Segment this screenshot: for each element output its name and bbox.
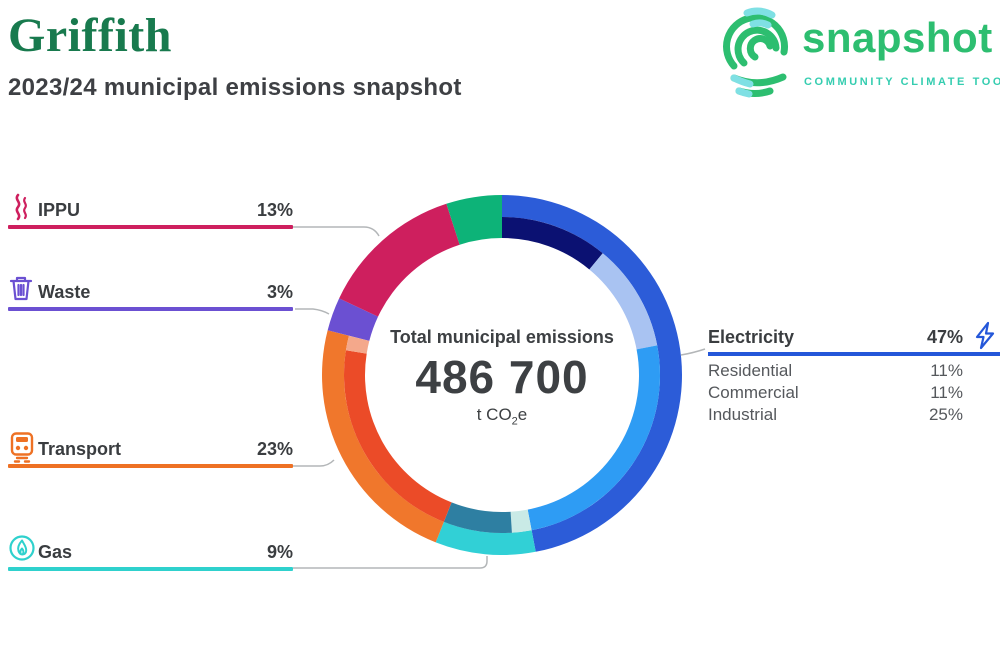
legend-rule <box>8 307 293 311</box>
legend-rule <box>708 352 1000 356</box>
donut-inner-segment-industrial <box>527 345 660 531</box>
logo-wordmark: snapshot <box>802 14 993 61</box>
sub-value: 11% <box>930 383 963 402</box>
sub-label: Industrial <box>708 405 777 424</box>
total-emissions-value: 486 700 <box>415 351 589 403</box>
electricity-sub-row: Residential 11% <box>708 361 1000 383</box>
donut-segment-transport <box>322 330 444 543</box>
sub-value: 11% <box>930 361 963 380</box>
flame-icon <box>8 534 36 564</box>
legend-row-gas: Gas 9% <box>8 534 293 571</box>
page-subtitle: 2023/24 municipal emissions snapshot <box>8 74 462 101</box>
donut-segment-ippu <box>339 203 460 317</box>
legend-rule <box>8 464 293 468</box>
donut-inner-segment-unlabelled <box>344 350 452 522</box>
snapshot-logo: snapshot COMMUNITY CLIMATE TOOL <box>710 4 1000 98</box>
smoke-icon <box>8 192 36 222</box>
legend-label: Transport <box>38 439 122 459</box>
emissions-donut-chart <box>322 195 682 555</box>
electricity-sub-row: Commercial 11% <box>708 383 1000 405</box>
legend-row-electricity: Electricity 47% <box>708 321 1000 356</box>
legend-row-transport: Transport 23% <box>8 431 293 468</box>
legend-value: 13% <box>256 200 293 220</box>
leader-gas <box>293 556 488 569</box>
donut-segment-electricity <box>502 195 682 552</box>
electricity-sub-row: Industrial 25% <box>708 405 1000 427</box>
sub-value: 25% <box>928 405 963 424</box>
legend-label: Waste <box>38 282 91 302</box>
sub-label: Commercial <box>708 383 799 402</box>
legend-label: IPPU <box>38 200 81 220</box>
page-title: Griffith <box>8 9 172 62</box>
logo-tagline: COMMUNITY CLIMATE TOOL <box>804 76 1000 88</box>
snapshot-logo-mark-icon <box>723 7 788 98</box>
bolt-icon <box>972 321 998 351</box>
legend-rule <box>8 225 293 229</box>
total-emissions-unit: t CO2e <box>476 405 528 428</box>
legend-label: Gas <box>38 542 73 562</box>
legend-rule <box>8 567 293 571</box>
legend-row-waste: Waste 3% <box>8 274 293 311</box>
legend-value: 47% <box>926 327 963 347</box>
donut-inner-segment-unlabelled <box>345 335 370 354</box>
legend-value: 9% <box>266 542 293 562</box>
legend-value: 23% <box>256 439 293 459</box>
train-icon <box>8 431 36 463</box>
sub-label: Residential <box>708 361 793 380</box>
trash-icon <box>8 274 36 304</box>
donut-segment-waste <box>327 298 379 341</box>
total-emissions-label: Total municipal emissions <box>390 327 614 347</box>
donut-inner-segment-commercial <box>589 253 658 350</box>
legend-label: Electricity <box>708 327 795 347</box>
donut-inner-segment-unlabelled <box>510 509 532 533</box>
donut-inner-segment-residential <box>502 217 603 270</box>
donut-segment-gas <box>435 521 536 555</box>
legend-row-ippu: IPPU 13% <box>8 192 293 229</box>
donut-segment-unlabelled <box>446 195 502 245</box>
leader-electricity <box>680 348 706 356</box>
donut-center: Total municipal emissions 486 700 t CO2e <box>362 327 642 427</box>
donut-inner-segment-unlabelled <box>443 502 512 534</box>
legend-value: 3% <box>266 282 293 302</box>
